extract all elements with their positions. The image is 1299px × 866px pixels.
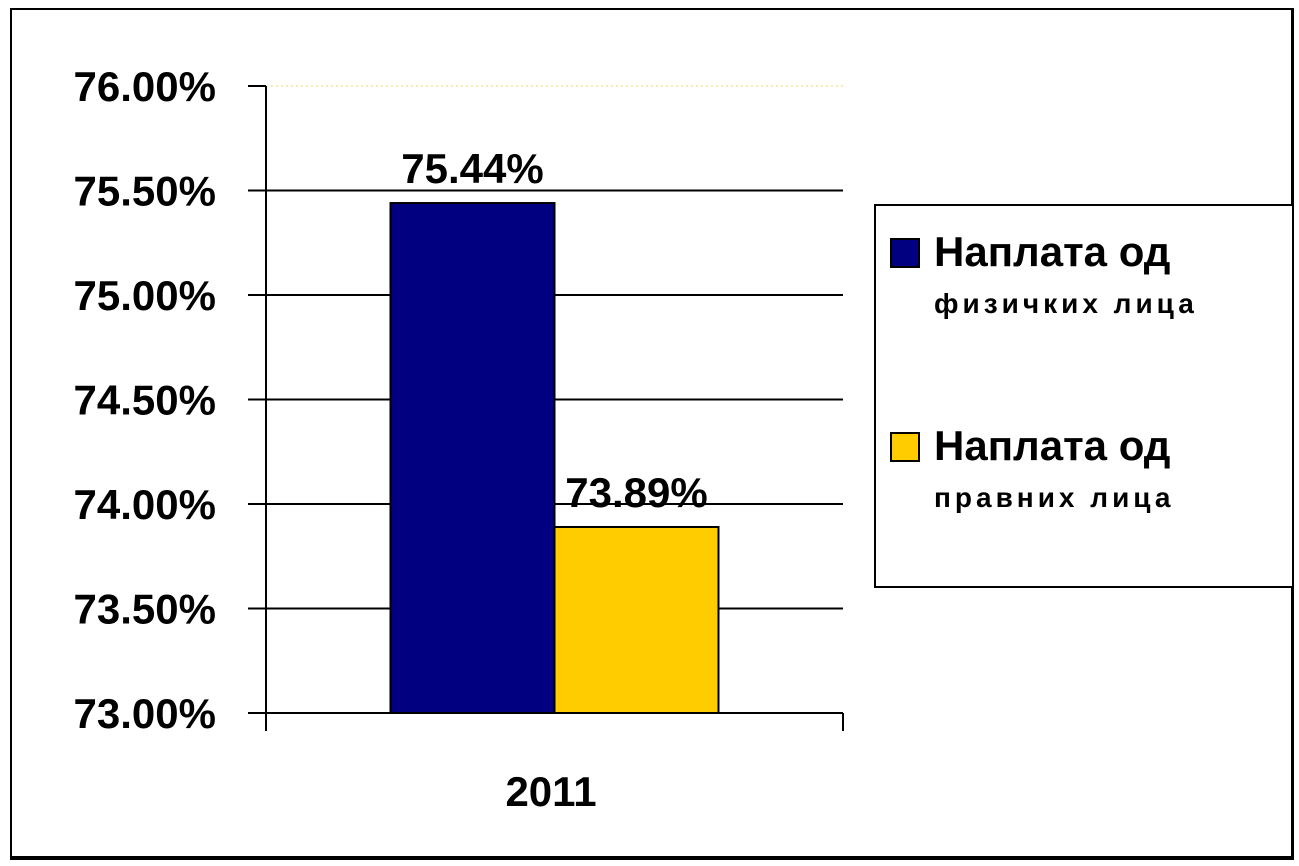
y-tick-label: 75.50% — [74, 168, 216, 215]
legend: Наплата од физичких лица Наплата од прав… — [874, 204, 1294, 588]
legend-swatch-physical — [890, 238, 920, 268]
bar-1 — [553, 525, 720, 714]
y-tick-label: 76.00% — [74, 63, 216, 110]
legend-label-physical: Наплата од физичких лица — [934, 228, 1198, 319]
y-tick-label: 74.00% — [74, 481, 216, 528]
x-tick-label: 2011 — [505, 768, 596, 815]
y-tick-label: 75.00% — [74, 272, 216, 319]
legend-label-legal: Наплата од правних лица — [934, 422, 1175, 513]
bars — [389, 202, 720, 714]
bar-0 — [389, 202, 556, 714]
y-axis-ticks: 73.00% 73.50% 74.00% 74.50% 75.00% 75.50% 76.0… — [74, 63, 266, 737]
y-tick-label: 74.50% — [74, 377, 216, 424]
gridlines — [266, 85, 843, 610]
y-tick-label: 73.50% — [74, 586, 216, 633]
data-labels: 75.44% 73.89% — [401, 145, 707, 516]
data-label-0: 75.44% — [401, 145, 543, 192]
data-label-1: 73.89% — [565, 469, 707, 516]
legend-swatch-legal — [890, 432, 920, 462]
y-tick-label: 73.00% — [74, 690, 216, 737]
